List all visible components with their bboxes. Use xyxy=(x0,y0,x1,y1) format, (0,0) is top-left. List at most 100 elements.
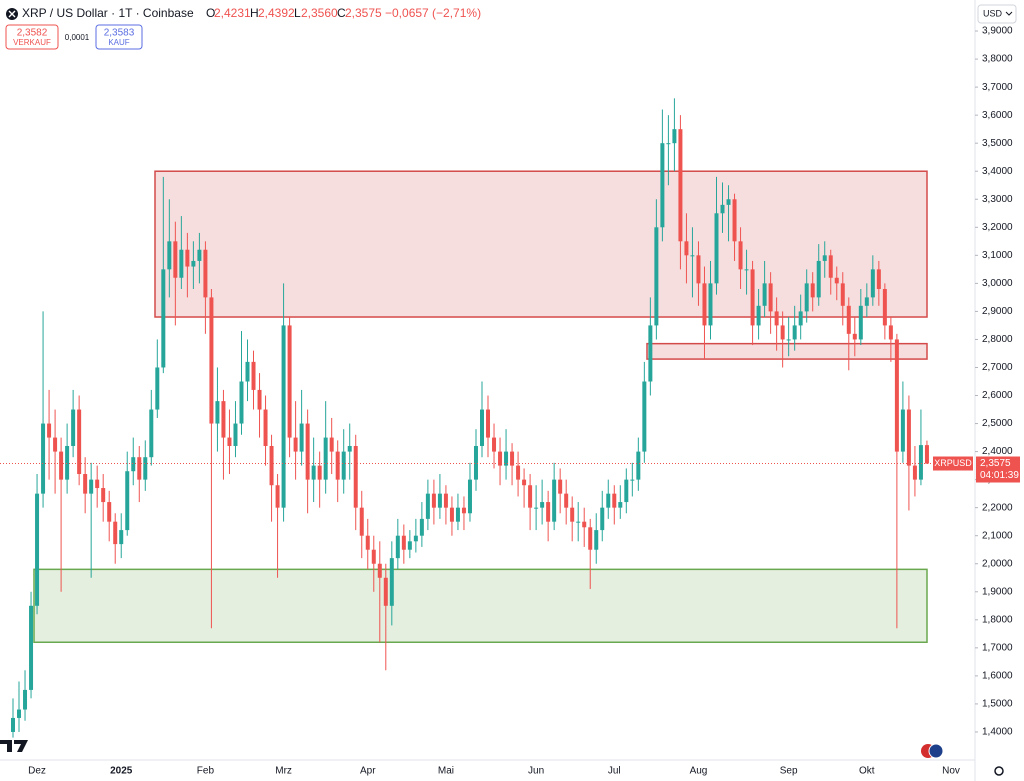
buy-price: 2,3583 xyxy=(104,28,135,39)
x-tick-label: Nov xyxy=(942,766,960,777)
candle-body xyxy=(600,507,605,531)
price-tag-symbol: XRPUSD xyxy=(934,458,972,468)
candle-body xyxy=(389,558,394,606)
candle-body xyxy=(816,260,821,298)
candle-body xyxy=(918,445,923,480)
candle-body xyxy=(678,129,683,242)
candle-body xyxy=(131,457,136,472)
candle-body xyxy=(726,199,731,205)
candle-body xyxy=(768,283,773,312)
y-tick-label: 2,6000 xyxy=(982,390,1013,401)
candle-body xyxy=(708,283,713,326)
candle-body xyxy=(95,479,100,489)
currency-button[interactable] xyxy=(977,4,1017,24)
candle-body xyxy=(239,381,244,424)
buy-button[interactable] xyxy=(95,24,143,50)
sell-button[interactable] xyxy=(5,24,59,50)
x-tick-label: Sep xyxy=(780,766,798,777)
candle-body xyxy=(377,563,382,578)
candle-body xyxy=(401,535,406,550)
candle-body xyxy=(341,451,346,480)
candle-body xyxy=(149,409,154,458)
currency-caret xyxy=(1005,11,1013,16)
candle-body xyxy=(684,241,689,256)
candle-body xyxy=(750,269,755,326)
y-tick-label: 2,0000 xyxy=(982,558,1013,569)
candle-body xyxy=(101,488,106,503)
ohlc-value: 2,4392 xyxy=(258,6,295,20)
candle-body xyxy=(690,255,695,257)
candle-body xyxy=(335,451,340,480)
candle-body xyxy=(293,437,298,452)
y-tick-label: 3,7000 xyxy=(982,82,1013,93)
candle-body xyxy=(516,465,521,480)
candle-body xyxy=(840,283,845,306)
candle-body xyxy=(894,339,899,452)
y-tick-label: 3,3000 xyxy=(982,194,1013,205)
candle-body xyxy=(419,518,424,536)
symbol-title[interactable]: XRP / US Dollar · 1T · Coinbase xyxy=(22,6,194,20)
candle-body xyxy=(113,521,118,545)
candle-body xyxy=(552,479,557,522)
candle-body xyxy=(762,283,767,306)
ohlc-value: 2,3575 xyxy=(345,6,382,20)
y-tick-label: 1,4000 xyxy=(982,727,1013,738)
candle-body xyxy=(269,445,274,486)
candle-body xyxy=(564,493,569,508)
y-tick-label: 3,2000 xyxy=(982,222,1013,233)
candle-body xyxy=(311,465,316,480)
candle-body xyxy=(233,423,238,446)
candle-body xyxy=(504,451,509,466)
candle-body xyxy=(480,409,484,446)
y-tick-label: 3,8000 xyxy=(982,54,1013,65)
candle-body xyxy=(714,213,719,284)
candle-body xyxy=(912,465,917,480)
candle-body xyxy=(119,530,124,545)
candle-body xyxy=(107,502,112,522)
candle-body xyxy=(413,535,418,542)
candle-body xyxy=(395,535,400,559)
candle-body xyxy=(371,549,376,564)
candle-body xyxy=(407,541,412,550)
x-tick-label: Jul xyxy=(608,766,621,777)
y-tick-label: 1,5000 xyxy=(982,699,1013,710)
x-tick-label: Feb xyxy=(197,766,215,777)
settings-icon[interactable] xyxy=(994,766,1004,776)
candle-body xyxy=(305,423,310,480)
candle-body xyxy=(425,493,430,519)
candle-body xyxy=(77,409,82,475)
candle-body xyxy=(347,445,352,452)
candle-body xyxy=(744,269,749,271)
candle-body xyxy=(167,241,172,270)
candle-body xyxy=(498,451,503,466)
candle-body xyxy=(203,249,208,298)
candle-body xyxy=(461,507,466,514)
sell-label: VERKAUF xyxy=(13,38,51,47)
candle-body xyxy=(870,269,875,298)
x-tick-label: Okt xyxy=(859,766,875,777)
candle-body xyxy=(594,530,599,550)
y-tick-label: 3,5000 xyxy=(982,138,1013,149)
y-tick-label: 3,1000 xyxy=(982,250,1013,261)
sell-price: 2,3582 xyxy=(17,28,48,39)
ohlc-value: 2,4231 xyxy=(214,6,251,20)
candle-body xyxy=(672,129,677,144)
candle-body xyxy=(588,527,593,550)
candle-body xyxy=(353,445,358,508)
candle-body xyxy=(828,255,833,278)
candle-body xyxy=(17,709,22,718)
candle-body xyxy=(720,204,725,214)
candle-body xyxy=(473,445,478,480)
buy-label: KAUF xyxy=(108,38,129,47)
candle-body xyxy=(534,507,539,509)
candle-body xyxy=(888,325,893,340)
candle-body xyxy=(227,437,232,446)
event-icon[interactable] xyxy=(928,743,944,759)
candle-body xyxy=(654,227,659,326)
candle-body xyxy=(257,389,262,410)
candle-body xyxy=(317,465,322,480)
candle-body xyxy=(89,479,94,494)
ohlc-key: C xyxy=(337,6,346,20)
tv-logo xyxy=(0,740,28,752)
